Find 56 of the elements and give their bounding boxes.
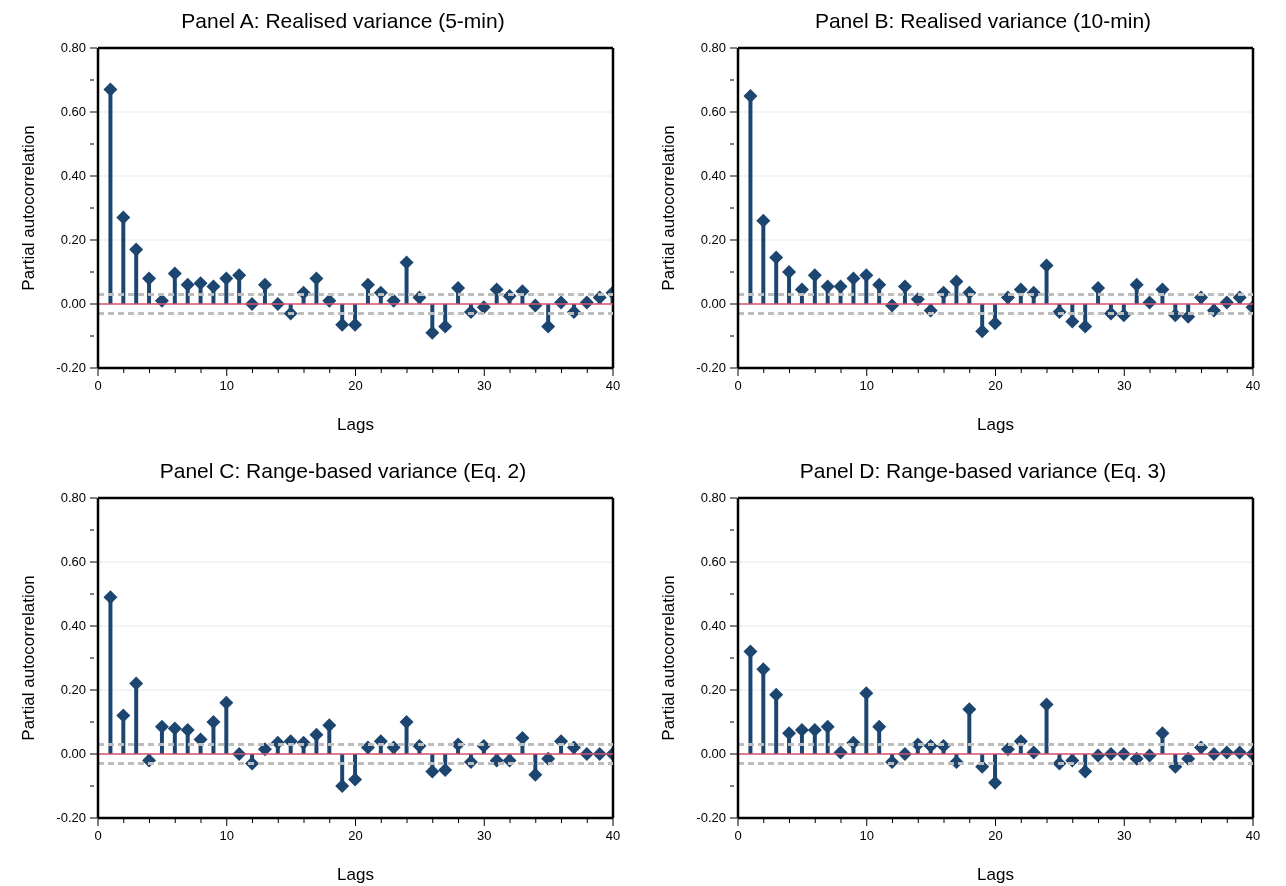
- y-tick-label: 0.60: [700, 104, 726, 119]
- x-tick-label: 10: [859, 378, 874, 393]
- y-tick-label: -0.20: [696, 810, 726, 825]
- x-tick-label: 40: [1245, 828, 1261, 843]
- y-axis-title: Partial autocorrelation: [19, 125, 39, 291]
- y-tick-label: -0.20: [696, 360, 726, 375]
- x-tick-label: 30: [1117, 378, 1132, 393]
- x-tick-label: 10: [219, 828, 234, 843]
- y-tick-label: 0.00: [700, 296, 726, 311]
- y-tick-label: 0.00: [700, 746, 726, 761]
- y-tick-label: 0.20: [700, 682, 726, 697]
- y-tick-label: 0.40: [700, 168, 726, 183]
- chart-title: Panel D: Range-based variance (Eq. 3): [798, 458, 1168, 484]
- x-tick-label: 40: [605, 828, 621, 843]
- y-axis-title: Partial autocorrelation: [19, 575, 39, 741]
- y-tick-label: 0.80: [700, 490, 726, 505]
- y-tick-label: 0.20: [700, 232, 726, 247]
- y-axis-title: Partial autocorrelation: [659, 125, 679, 291]
- y-tick-label: 0.60: [60, 554, 86, 569]
- x-tick-label: 20: [348, 378, 363, 393]
- x-tick-label: 30: [477, 378, 492, 393]
- chart-title: Panel B: Realised variance (10-min): [813, 8, 1153, 34]
- y-tick-label: 0.60: [60, 104, 86, 119]
- y-tick-label: 0.00: [60, 296, 86, 311]
- y-tick-label: 0.40: [60, 168, 86, 183]
- y-tick-label: 0.80: [60, 40, 86, 55]
- x-tick-label: 10: [219, 378, 234, 393]
- y-tick-label: 0.80: [60, 490, 86, 505]
- y-tick-label: -0.20: [56, 810, 86, 825]
- x-tick-label: 40: [1245, 378, 1261, 393]
- x-tick-label: 30: [477, 828, 492, 843]
- x-tick-label: 0: [734, 378, 742, 393]
- chart-title: Panel C: Range-based variance (Eq. 2): [158, 458, 528, 484]
- x-tick-label: 20: [988, 378, 1003, 393]
- y-tick-label: 0.20: [60, 682, 86, 697]
- x-tick-label: 20: [348, 828, 363, 843]
- x-tick-label: 20: [988, 828, 1003, 843]
- y-axis-title: Partial autocorrelation: [659, 575, 679, 741]
- y-tick-label: 0.80: [700, 40, 726, 55]
- x-tick-label: 0: [94, 378, 102, 393]
- x-axis-title: Lags: [337, 415, 374, 435]
- y-tick-label: 0.40: [700, 618, 726, 633]
- y-tick-label: 0.00: [60, 746, 86, 761]
- x-tick-label: 30: [1117, 828, 1132, 843]
- x-tick-label: 10: [859, 828, 874, 843]
- y-tick-label: 0.60: [700, 554, 726, 569]
- chart-title: Panel A: Realised variance (5-min): [180, 8, 506, 34]
- y-tick-label: 0.40: [60, 618, 86, 633]
- x-axis-title: Lags: [977, 415, 1014, 435]
- y-tick-label: -0.20: [56, 360, 86, 375]
- y-tick-label: 0.20: [60, 232, 86, 247]
- x-tick-label: 0: [734, 828, 742, 843]
- x-tick-label: 0: [94, 828, 102, 843]
- x-axis-title: Lags: [977, 865, 1014, 885]
- x-tick-label: 40: [605, 378, 621, 393]
- x-axis-title: Lags: [337, 865, 374, 885]
